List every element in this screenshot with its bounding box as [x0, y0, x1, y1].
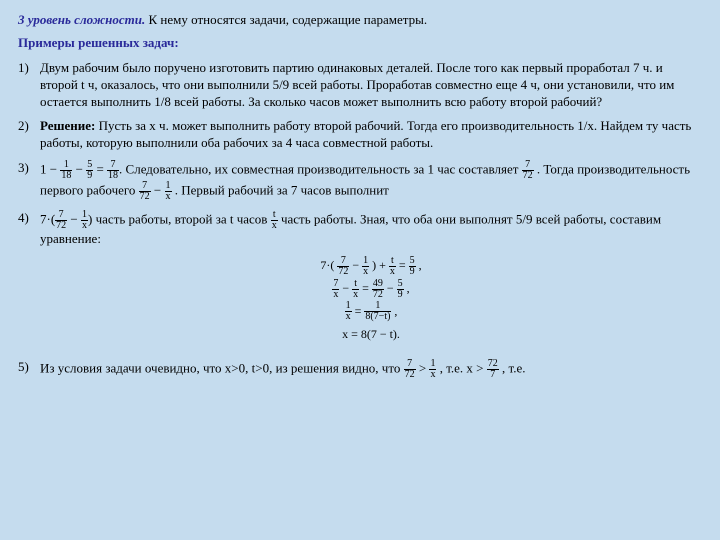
equation-inline: 1 − 118 − 59 = 718. — [40, 160, 122, 181]
line-5: Из условия задачи очевидно, что x>0, t>0… — [40, 359, 702, 380]
text-5c: , т.е. — [502, 361, 525, 376]
text-4a: часть работы, второй за t часов — [96, 212, 271, 227]
ineq2: x > 727 — [466, 359, 498, 380]
text-3a: Следовательно, их совместная производите… — [126, 162, 522, 177]
text-5b: , т.е. — [440, 361, 467, 376]
rate-eq: 772 − 1x — [139, 181, 172, 202]
text-5a: Из условия задачи очевидно, что x>0, t>0… — [40, 361, 404, 376]
frac-7-72: 772 — [522, 160, 534, 181]
eq4-lhs: 7·(772 − 1x) — [40, 210, 92, 231]
ineq1: 772 > 1x — [404, 359, 437, 380]
level-header: 3 уровень сложности. К нему относятся за… — [18, 12, 702, 29]
task-list: 1) Двум рабочим было поручено изготовить… — [18, 60, 702, 381]
level-desc: К нему относятся задачи, содержащие пара… — [145, 12, 427, 27]
solution-text: Пусть за x ч. может выполнить работу вто… — [40, 118, 691, 150]
list-item: 1) Двум рабочим было поручено изготовить… — [18, 60, 702, 111]
solution-intro: Решение: Пусть за x ч. может выполнить р… — [40, 118, 702, 152]
list-item: 3) 1 − 118 − 59 = 718. Следовательно, их… — [18, 160, 702, 202]
line-4: 7·(772 − 1x) часть работы, второй за t ч… — [40, 210, 702, 351]
item-number: 2) — [18, 118, 40, 152]
eq4-rhs: tx — [271, 210, 278, 231]
list-item: 5) Из условия задачи очевидно, что x>0, … — [18, 359, 702, 380]
examples-title: Примеры решенных задач: — [18, 35, 702, 52]
eq-row: 7x − tx = 4972 − 59 , — [40, 277, 702, 300]
level-title: 3 уровень сложности. — [18, 12, 145, 27]
eq-row: x = 8(7 − t). — [40, 323, 702, 346]
problem-text: Двум рабочим было поручено изготовить па… — [40, 60, 702, 111]
item-number: 4) — [18, 210, 40, 351]
list-item: 4) 7·(772 − 1x) часть работы, второй за … — [18, 210, 702, 351]
line-3: 1 − 118 − 59 = 718. Следовательно, их со… — [40, 160, 702, 202]
list-item: 2) Решение: Пусть за x ч. может выполнит… — [18, 118, 702, 152]
eq-row: 7·( 772 − 1x ) + tx = 59 , — [40, 254, 702, 277]
eq-row: 1x = 18(7−t) , — [40, 300, 702, 323]
item-number: 5) — [18, 359, 40, 380]
item-number: 1) — [18, 60, 40, 111]
text-3c: . Первый рабочий за 7 часов выполнит — [175, 183, 389, 198]
item-number: 3) — [18, 160, 40, 202]
solution-label: Решение: — [40, 118, 95, 133]
equation-block: 7·( 772 − 1x ) + tx = 59 , 7x − tx = 497… — [40, 254, 702, 345]
